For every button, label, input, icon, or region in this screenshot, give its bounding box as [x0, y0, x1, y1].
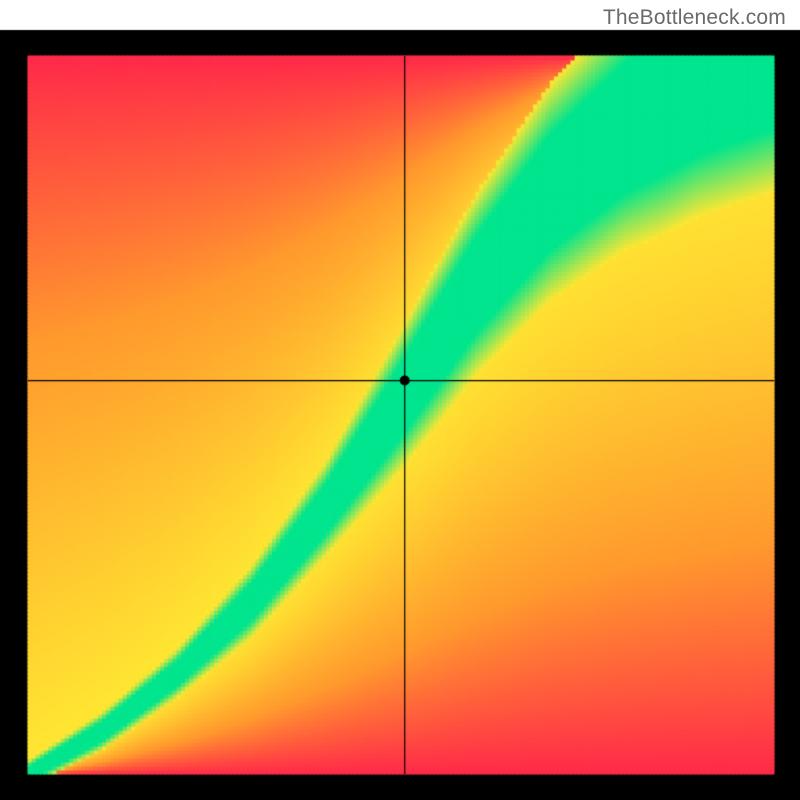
watermark-text: TheBottleneck.com [603, 6, 786, 30]
chart-container: TheBottleneck.com [0, 0, 800, 800]
bottleneck-heatmap [0, 0, 800, 800]
